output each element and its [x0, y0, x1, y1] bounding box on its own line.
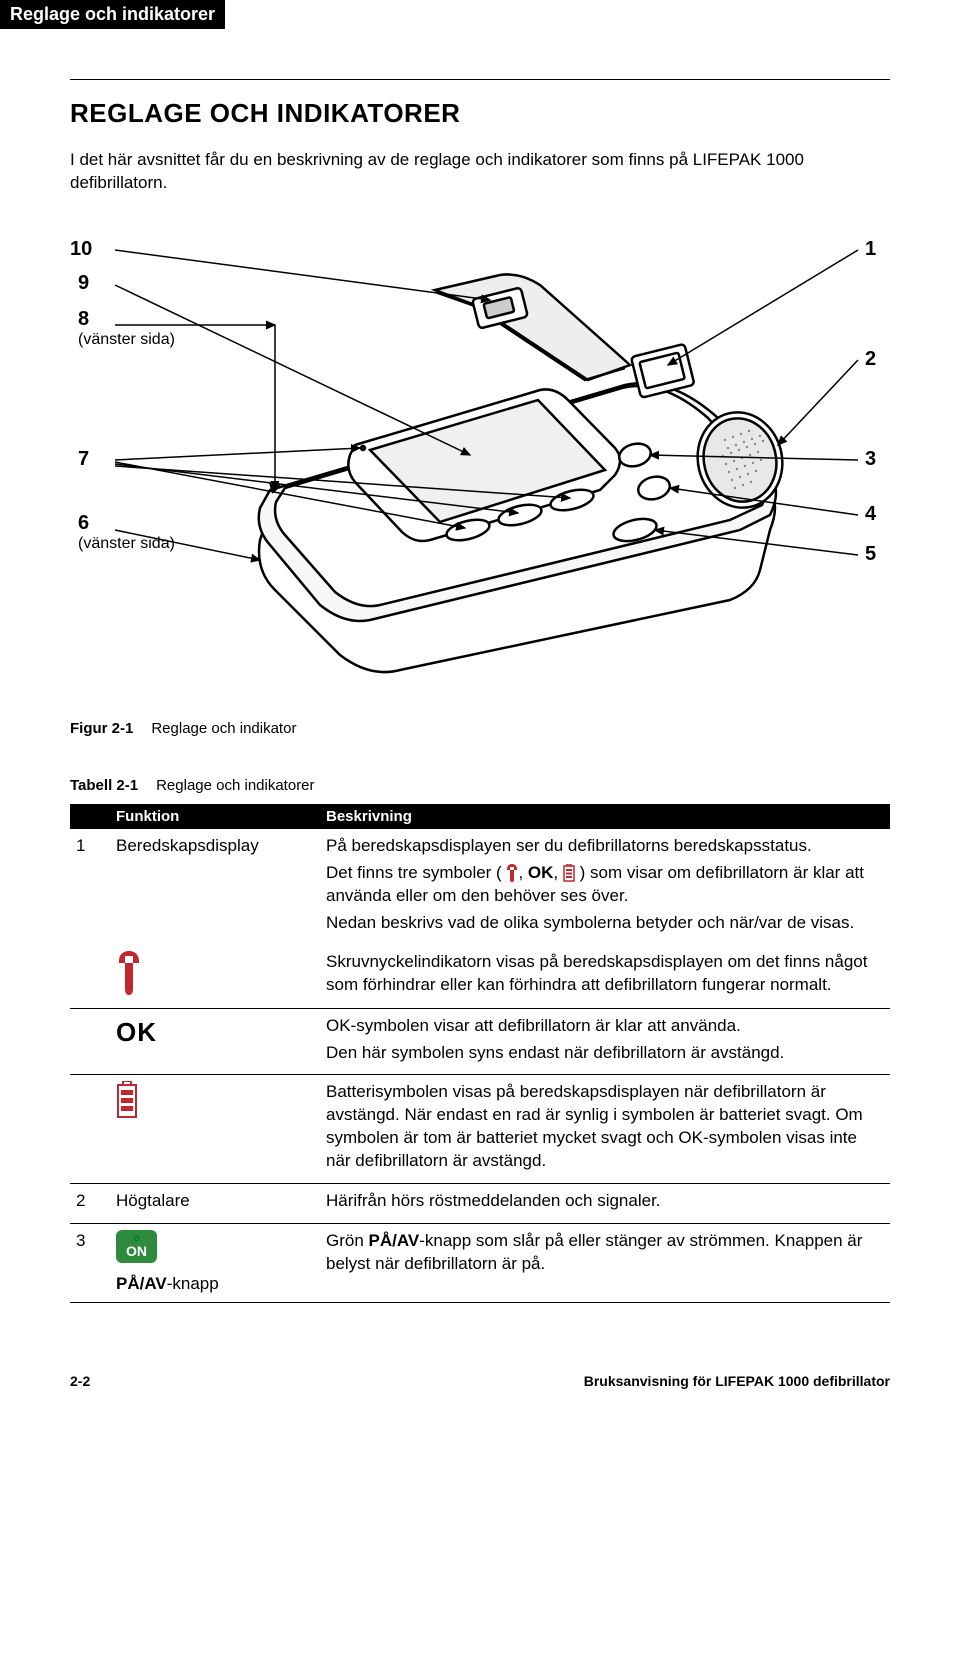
ok-p2: Den här symbolen syns endast när defibri… — [326, 1042, 884, 1065]
on-button-icon: ON — [116, 1230, 157, 1263]
intro-text: I det här avsnittet får du en beskrivnin… — [70, 149, 890, 195]
device-svg — [70, 230, 890, 680]
battery-desc: Batterisymbolen visas på beredskapsdispl… — [326, 1081, 884, 1173]
row2-num: 2 — [70, 1184, 110, 1223]
table-row: Batterisymbolen visas på beredskapsdispl… — [70, 1075, 890, 1184]
callout-8: 8 (vänster sida) — [78, 308, 175, 349]
page-footer: 2-2 Bruksanvisning för LIFEPAK 1000 defi… — [70, 1373, 890, 1389]
callout-5: 5 — [865, 543, 876, 566]
callout-10: 10 — [70, 238, 92, 261]
table-row: 2 Högtalare Härifrån hörs röstmeddelande… — [70, 1184, 890, 1224]
header-tab: Reglage och indikatorer — [0, 0, 225, 29]
table-row: OK OK-symbolen visar att defibrillatorn … — [70, 1009, 890, 1076]
footer-right: Bruksanvisning för LIFEPAK 1000 defibril… — [584, 1373, 890, 1389]
callout-6: 6 (vänster sida) — [78, 512, 175, 553]
table-row: Skruvnyckelindikatorn visas på beredskap… — [70, 945, 890, 1009]
callout-2: 2 — [865, 348, 876, 371]
footer-left: 2-2 — [70, 1373, 90, 1389]
row2-func: Högtalare — [110, 1184, 320, 1223]
row3-desc: Grön PÅ/AV-knapp som slår på eller stäng… — [326, 1230, 884, 1276]
table-row: 1 Beredskapsdisplay På beredskapsdisplay… — [70, 829, 890, 945]
ok-icon: OK — [116, 1015, 157, 1050]
ok-p1: OK-symbolen visar att defibrillatorn är … — [326, 1015, 884, 1038]
callout-1: 1 — [865, 238, 876, 261]
section-title: REGLAGE OCH INDIKATORER — [70, 98, 890, 129]
wrench-icon — [116, 951, 142, 1002]
row1-p1: På beredskapsdisplayen ser du defibrilla… — [326, 835, 884, 858]
divider — [70, 79, 890, 80]
wrench-desc: Skruvnyckelindikatorn visas på beredskap… — [326, 951, 884, 997]
table-header: Funktion Beskrivning — [70, 804, 890, 829]
callout-3: 3 — [865, 448, 876, 471]
row3-num: 3 — [70, 1224, 110, 1302]
device-diagram: 10 9 8 (vänster sida) 7 6 (vänster sida)… — [70, 230, 890, 680]
battery-icon — [116, 1081, 138, 1126]
callout-9: 9 — [78, 272, 89, 295]
th-funktion: Funktion — [110, 804, 320, 829]
row1-num: 1 — [70, 829, 110, 945]
th-beskrivning: Beskrivning — [320, 804, 890, 829]
row1-p2: Det finns tre symboler ( , OK, ) som vis… — [326, 862, 884, 908]
figure-caption: Figur 2-1Reglage och indikator — [70, 720, 890, 737]
row1-p3: Nedan beskrivs vad de olika symbolerna b… — [326, 912, 884, 935]
callout-7: 7 — [78, 448, 89, 471]
pa-av-label: PÅ/AV-knapp — [116, 1273, 219, 1296]
table-row: 3 ON PÅ/AV-knapp Grön PÅ/AV-knapp som sl… — [70, 1224, 890, 1303]
row2-desc: Härifrån hörs röstmeddelanden och signal… — [326, 1190, 884, 1213]
row1-func: Beredskapsdisplay — [110, 829, 320, 945]
callout-4: 4 — [865, 503, 876, 526]
table-caption: Tabell 2-1Reglage och indikatorer — [70, 777, 890, 794]
